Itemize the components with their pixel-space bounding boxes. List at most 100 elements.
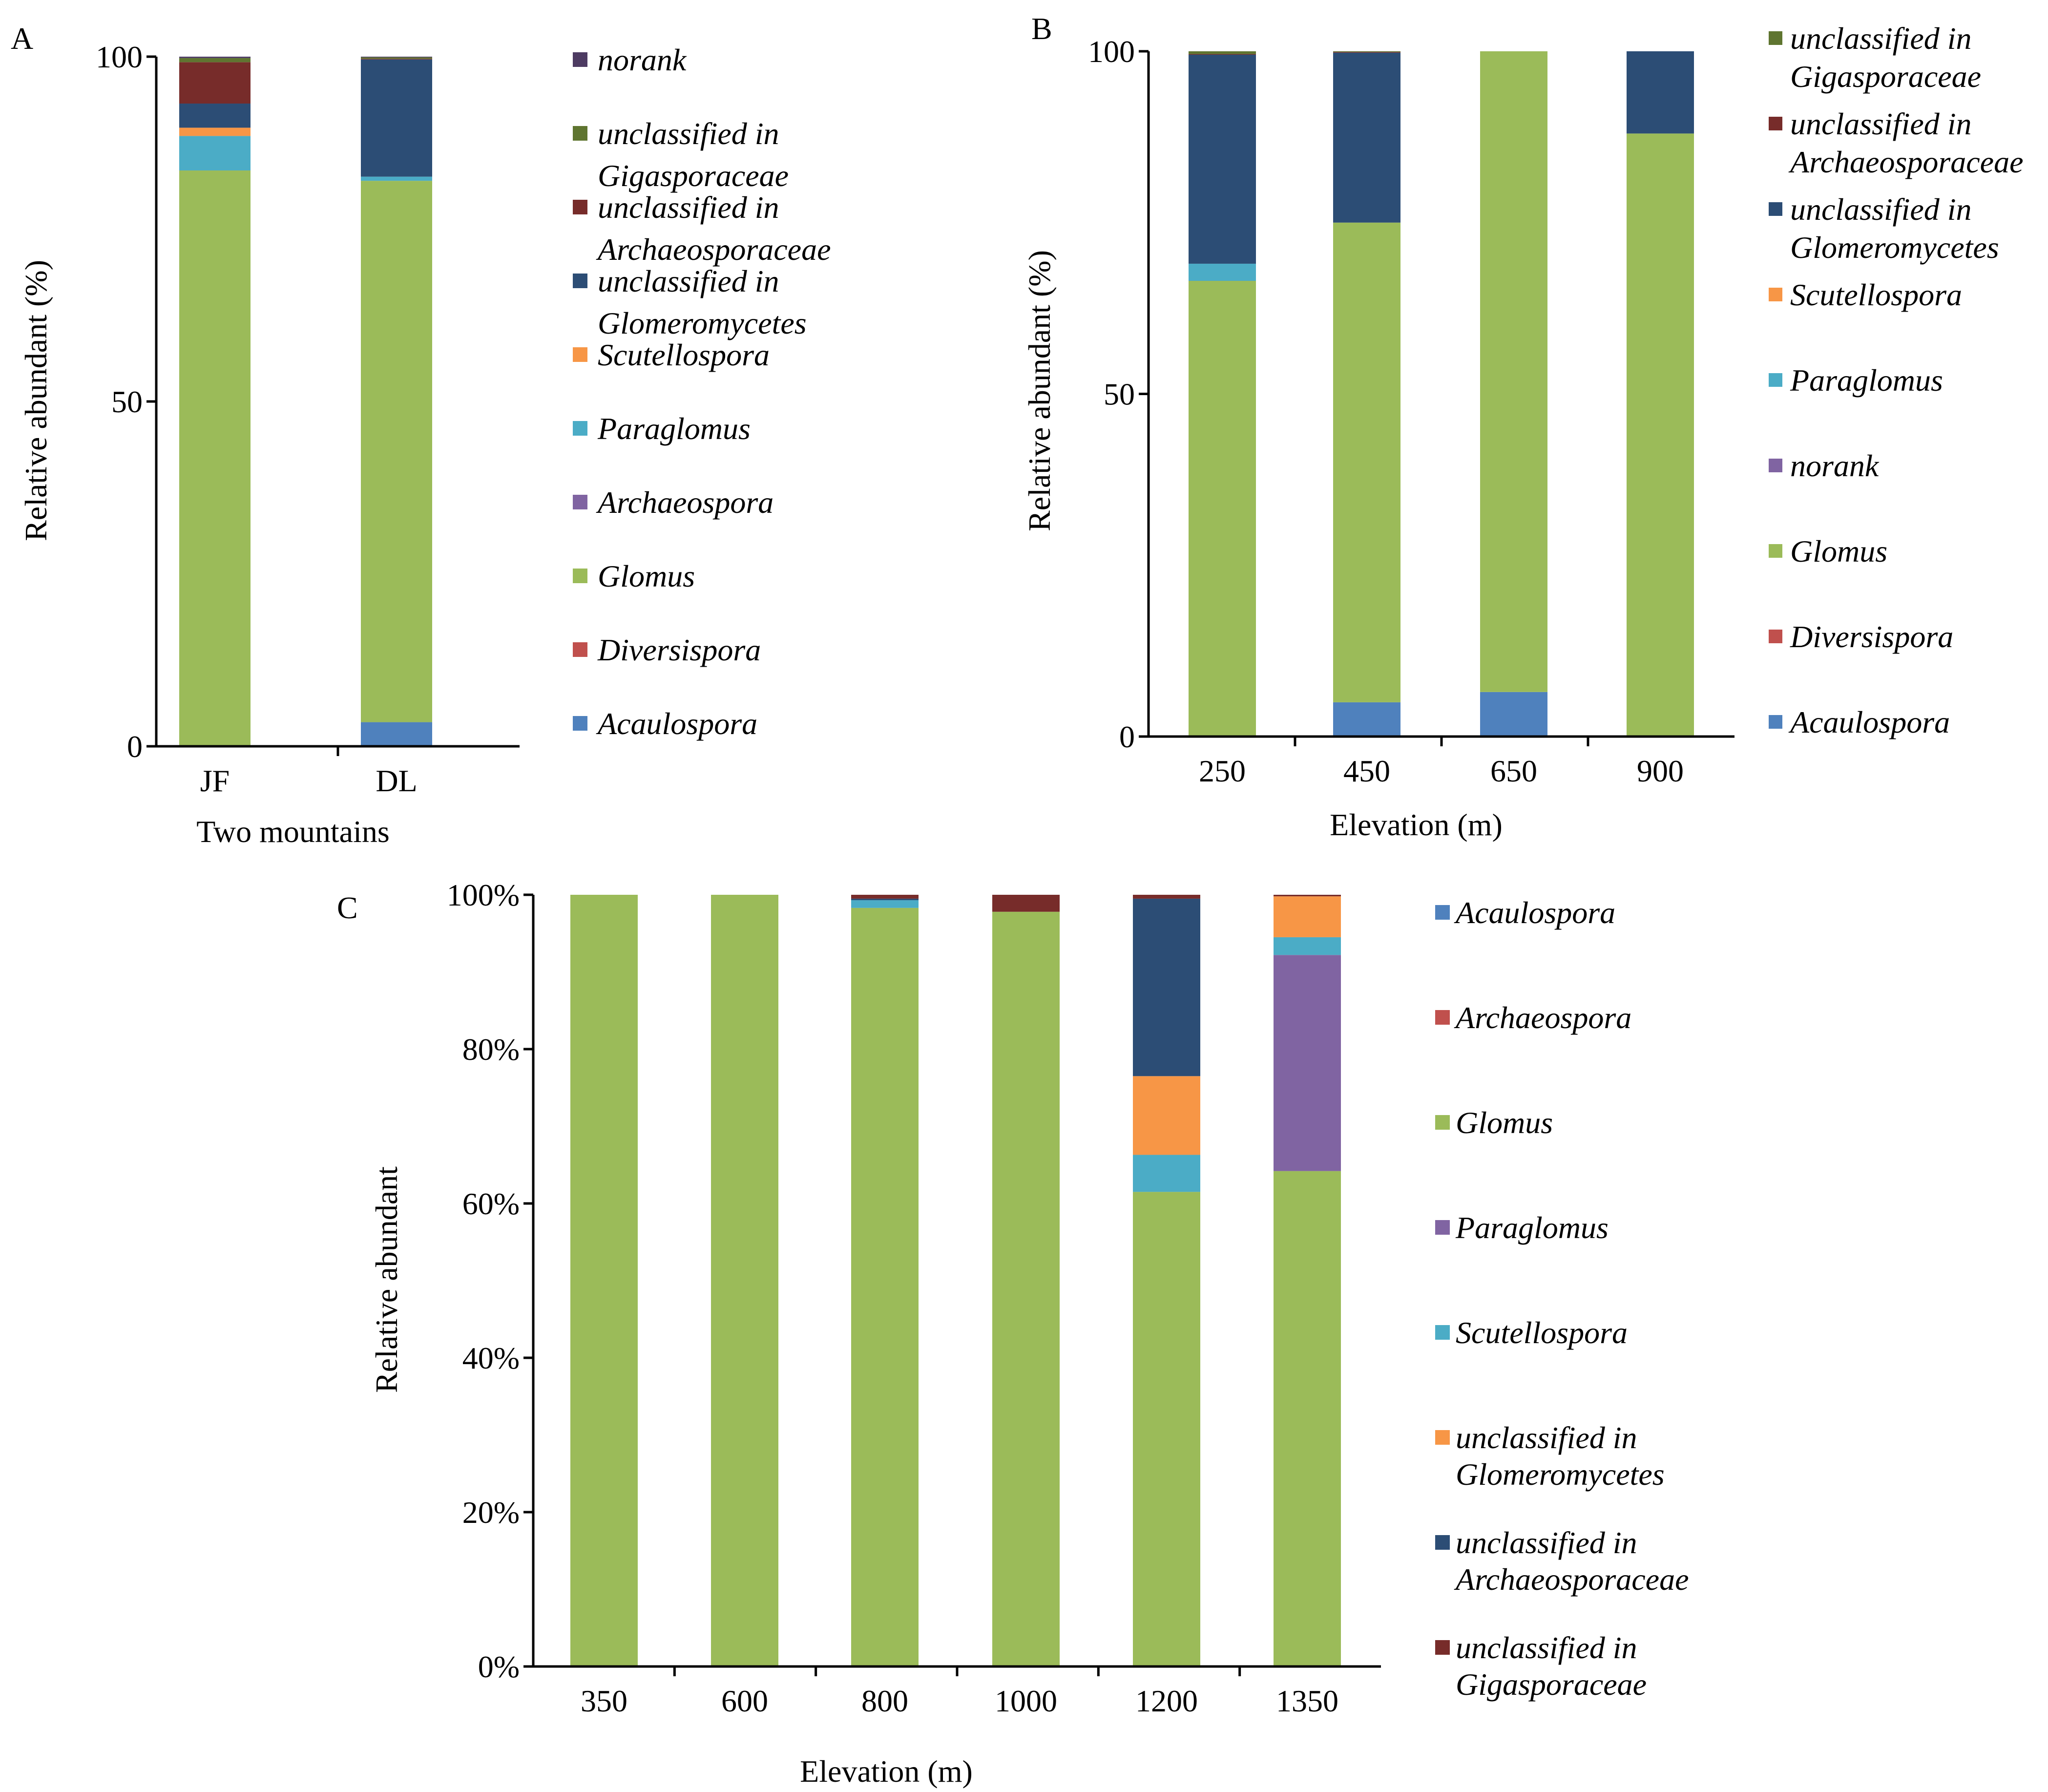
panel-a-legend-label: Glomeromycetes	[598, 306, 807, 340]
panel-b-bar-250-unclassified-in-archaeosporaceae	[1189, 54, 1256, 55]
panel-a-bar-jf-scutellospora	[179, 127, 251, 136]
panel-a-x-tick-label-jf: JF	[200, 763, 230, 798]
panel-c-y-tick-label: 20%	[462, 1495, 520, 1530]
panel-b-x-ticks: 250 450 650 900	[1199, 737, 1684, 788]
panel-b-legend-label: Gigasporaceae	[1790, 59, 1981, 94]
panel-c-y-ticks: 0% 20% 40% 60% 80% 100%	[447, 878, 533, 1684]
panel-a-bar-jf-paraglomus	[179, 136, 251, 170]
panel-a-legend-item-unclassified-in-glomeromycetes: unclassified in Glomeromycetes	[573, 264, 807, 340]
panel-b-bar-650-acaulospora	[1480, 692, 1547, 737]
panel-c-bar-1200-unclassified-in-archaeosporaceae	[1133, 898, 1200, 1076]
panel-a-legend-label: unclassified in	[598, 264, 779, 298]
panel-b-legend-item-paraglomus: Paraglomus	[1769, 363, 1943, 398]
panel-b-bars	[1189, 51, 1694, 737]
panel-c-legend-label: Gigasporaceae	[1456, 1667, 1647, 1702]
panel-a-y-tick-label: 0	[127, 729, 143, 764]
panel-a-y-tick-label: 50	[111, 384, 143, 419]
panel-b-legend-swatch	[1769, 630, 1782, 643]
panel-b-legend-item-unclassified-in-archaeosporaceae: unclassified in Archaeosporaceae	[1769, 106, 2023, 179]
panel-c-legend-label: Glomus	[1456, 1105, 1553, 1140]
panel-c-bar-1350-scutellospora	[1274, 937, 1341, 955]
panel-b-legend: unclassified inGigasporaceaeunclassified…	[1769, 21, 2023, 739]
panel-c-bar-800-unclassified-in-archaeosporaceae	[851, 898, 919, 901]
panel-a-x-ticks: JF DL	[200, 746, 418, 798]
panel-c-legend-item-archaeospora: Archaeospora	[1435, 1000, 1631, 1035]
panel-a-x-title: Two mountains	[196, 814, 390, 849]
panel-b-y-title: Relative abundant (%)	[1022, 250, 1057, 531]
panel-c-bar-1350-unclassified-in-gigasporaceae	[1274, 895, 1341, 897]
panel-c-legend-swatch	[1435, 1325, 1450, 1340]
panel-c-legend-label: unclassified in	[1456, 1420, 1637, 1455]
panel-c-x-tick-label-1200: 1200	[1135, 1684, 1198, 1718]
panel-a-y-ticks: 0 50 100	[96, 40, 156, 764]
panel-a-legend-swatch	[573, 347, 587, 362]
panel-a-legend-swatch	[573, 52, 587, 67]
panel-b-bar-250-unclassified-in-gigasporaceae	[1189, 51, 1256, 54]
panel-c-y-tick-label: 100%	[447, 878, 520, 912]
panel-b-legend-label: Paraglomus	[1790, 363, 1943, 398]
panel-b-bar-650-glomus	[1480, 51, 1547, 692]
panel-a-bar-jf-unclassified-in-gigasporaceae	[179, 58, 251, 63]
panel-a-legend-item-acaulospora: Acaulospora	[573, 706, 757, 741]
panel-a-legend-swatch	[573, 569, 587, 583]
panel-a-bar-jf-glomus	[179, 170, 251, 747]
panel-c-bar-800-glomus	[851, 907, 919, 1666]
panel-b-legend-item-acaulospora: Acaulospora	[1769, 705, 1950, 739]
panel-a-legend-label: Glomus	[598, 559, 695, 593]
panel-c-y-tick-label: 0%	[478, 1649, 520, 1684]
panel-c-x-tick-label-1000: 1000	[995, 1684, 1057, 1718]
panel-b-legend-swatch	[1769, 288, 1782, 301]
panel-a-bar-dl-paraglomus	[361, 176, 432, 181]
panel-c-legend-swatch	[1435, 1535, 1450, 1550]
panel-a-legend-swatch	[573, 716, 587, 731]
panel-b-legend-label: norank	[1790, 448, 1880, 483]
panel-c-bar-350-glomus	[570, 895, 638, 1666]
panel-c-legend-label: Paraglomus	[1455, 1210, 1609, 1245]
panel-b-bar-450-unclassified-in-gigasporaceae	[1333, 51, 1400, 52]
panel-b-bar-250-unclassified-in-glomeromycetes	[1189, 55, 1256, 264]
panel-c-bar-1200-unclassified-in-gigasporaceae	[1133, 895, 1200, 899]
panel-c-x-title: Elevation (m)	[800, 1754, 973, 1789]
panel-b-legend-label: unclassified in	[1790, 106, 1972, 141]
panel-c-bar-1200-scutellospora	[1133, 1155, 1200, 1192]
panel-c-x-tick-label-600: 600	[721, 1684, 768, 1718]
panel-b-legend-label: unclassified in	[1790, 21, 1972, 56]
panel-c-x-ticks: 350 600 800 1000 1200 1350	[581, 1666, 1338, 1718]
panel-b-legend-swatch	[1769, 459, 1782, 472]
panel-a-legend-item-archaeospora: Archaeospora	[573, 485, 773, 520]
panel-a-legend-label: Diversispora	[597, 632, 761, 667]
panel-c-bar-1000-glomus	[992, 911, 1060, 1666]
panel-b-legend-label: unclassified in	[1790, 192, 1972, 227]
panel-c-letter: C	[337, 890, 358, 925]
panel-c-legend-label: Archaeospora	[1454, 1000, 1631, 1035]
panel-c-bar-1200-glomus	[1133, 1192, 1200, 1666]
panel-c-legend-label: Archaeosporaceae	[1454, 1562, 1689, 1597]
panel-c-y-tick-label: 80%	[462, 1032, 520, 1067]
panel-a-y-tick-label: 100	[96, 40, 143, 74]
panel-c-bar-1350-glomus	[1274, 1171, 1341, 1666]
panel-b-legend-label: Acaulospora	[1788, 705, 1950, 739]
panel-a-legend-swatch	[573, 126, 587, 141]
panel-b-bar-250-paraglomus	[1189, 263, 1256, 281]
panel-b-legend-item-norank: norank	[1769, 448, 1880, 483]
panel-b-y-ticks: 0 50 100	[1088, 34, 1149, 754]
panel-b-legend-label: Archaeosporaceae	[1788, 145, 2023, 179]
panel-b-legend-label: Glomus	[1790, 534, 1887, 569]
panel-a: A 0 50 100 JF DL Two mountains Relative abu…	[11, 21, 831, 849]
panel-c-legend-swatch	[1435, 1640, 1450, 1655]
panel-a-legend-item-unclassified-in-archaeosporaceae: unclassified in Archaeosporaceae	[573, 190, 831, 267]
panel-b-x-title: Elevation (m)	[1330, 807, 1503, 842]
panel-a-legend-swatch	[573, 495, 587, 509]
panel-a-legend-item-norank: norank	[573, 42, 687, 77]
panel-a-legend-label: Archaeosporaceae	[596, 232, 831, 267]
panel-b-legend-swatch	[1769, 544, 1782, 558]
panel-c-legend-label: unclassified in	[1456, 1630, 1637, 1665]
panel-c-x-tick-label-350: 350	[581, 1684, 627, 1718]
panel-b-letter: B	[1031, 11, 1052, 46]
